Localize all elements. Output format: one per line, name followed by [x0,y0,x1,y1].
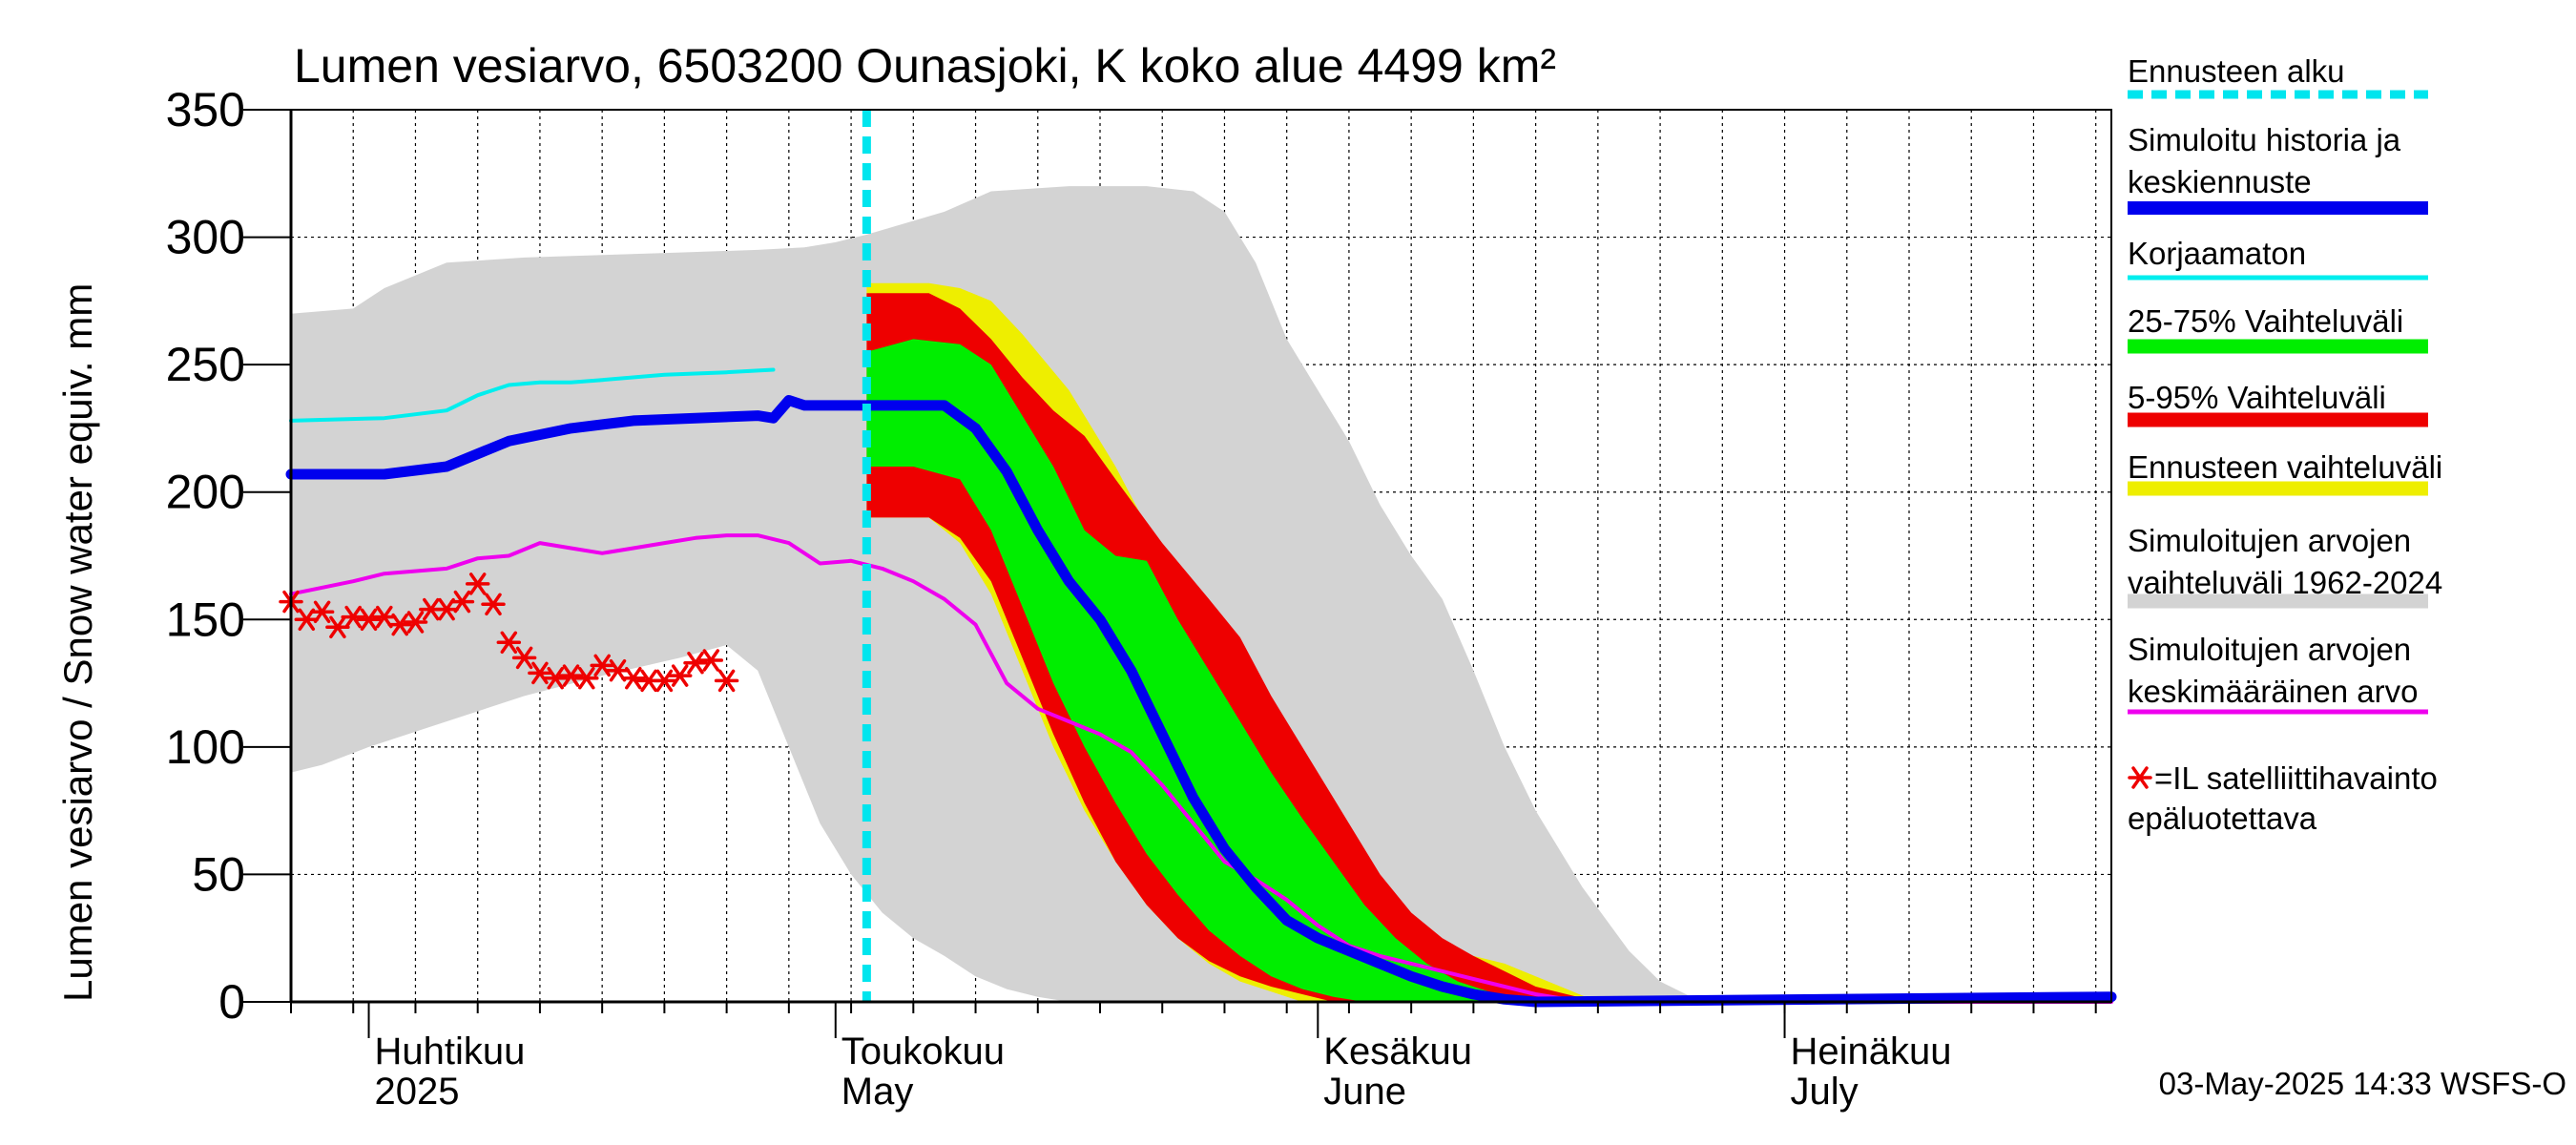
legend: Ennusteen alku Simuloitu historia ja keski… [2128,53,2442,836]
y-tick-label: 100 [166,720,245,774]
y-tick-label: 150 [166,593,245,646]
satellite-point [511,646,537,670]
satellite-point [574,666,599,690]
legend-label: keskimääräinen arvo [2128,674,2418,709]
satellite-point [558,664,584,687]
x-month-label-en: 2025 [375,1071,460,1113]
x-month-label-en: July [1791,1071,1859,1113]
legend-entry-uncorrected: Korjaamaton [2128,236,2428,281]
legend-label: Simuloitu historia ja [2128,122,2401,157]
satellite-point [341,605,365,629]
x-month-label-en: June [1323,1071,1406,1113]
x-month-label: Kesäkuu [1323,1030,1472,1072]
satellite-point [496,631,522,655]
legend-label: Korjaamaton [2128,236,2306,271]
y-tick-label: 300 [166,211,245,264]
satellite-point [667,664,693,687]
legend-label: epäluotettava [2128,801,2317,836]
satellite-point [325,615,350,639]
legend-label: Ennusteen vaihteluväli [2128,449,2442,485]
satellite-point [465,572,490,595]
satellite-point [356,608,382,632]
satellite-point [481,593,506,616]
p25-75-band [866,339,2111,1002]
x-month-label-en: May [841,1071,914,1113]
satellite-point [698,649,724,672]
x-month-label: Heinäkuu [1791,1030,1952,1072]
satellite-point [403,611,428,634]
timestamp: 03-May-2025 14:33 WSFS-O [2159,1066,2566,1101]
satellite-point [714,669,739,693]
y-tick-label: 0 [218,975,245,1029]
legend-satellite-marker [2128,766,2152,789]
legend-entry-satellite: =IL satelliittihavainto epäluotettava [2128,760,2438,836]
y-axis-label: Lumen vesiarvo / Snow water equiv. mm [55,283,100,1002]
uncorrected-line [289,367,776,423]
legend-label: 5-95% Vaihteluväli [2128,380,2386,415]
y-tick-label: 200 [166,466,245,519]
historical-mean-line [289,533,2113,1004]
y-tick-label: 50 [192,847,245,901]
y-tick-label: 250 [166,338,245,391]
satellite-point [543,666,568,690]
chart-title: Lumen vesiarvo, 6503200 Ounasjoki, K kok… [294,39,1556,93]
satellite-point [683,651,708,675]
satellite-point [387,613,412,636]
legend-entry-forecast-range: Ennusteen vaihteluväli [2128,449,2442,496]
legend-entry-p5-95: 5-95% Vaihteluväli [2128,380,2428,427]
legend-label: Ennusteen alku [2128,53,2345,89]
legend-label: 25-75% Vaihteluväli [2128,303,2403,339]
satellite-point [309,600,335,624]
legend-entry-p25-75: 25-75% Vaihteluväli [2128,303,2428,354]
legend-entry-historical-mean: Simuloitujen arvojen keskimääräinen arvo [2128,632,2428,715]
legend-label: keskiennuste [2128,164,2312,199]
satellite-point [449,590,475,614]
legend-label: =IL satelliittihavainto [2154,760,2438,796]
y-axis: 0 50 100 150 200 250 300 350 [166,83,293,1029]
legend-entry-forecast-start: Ennusteen alku [2128,53,2428,99]
simulated-line [285,395,2117,1008]
x-month-label: Huhtikuu [375,1030,526,1072]
legend-entry-simulated: Simuloitu historia ja keskiennuste [2128,122,2428,215]
satellite-point [621,666,646,690]
legend-label: Simuloitujen arvojen [2128,632,2411,667]
legend-label: Simuloitujen arvojen [2128,523,2411,558]
y-tick-label: 350 [166,83,245,136]
plot-area [279,109,2117,1008]
x-month-label: Toukokuu [841,1030,1005,1072]
